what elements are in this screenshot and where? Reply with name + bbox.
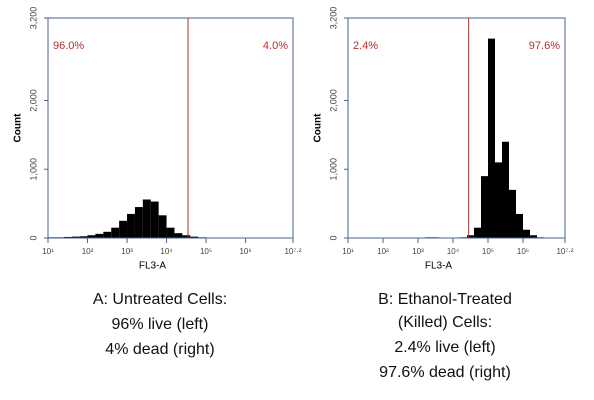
histogram-bar [119, 220, 128, 238]
x-tick-label: 10⁴ [160, 247, 173, 256]
histogram-bar [127, 213, 135, 238]
histogram-bar [530, 235, 537, 238]
plot-frame [47, 17, 294, 239]
y-tick-label: 3,200 [28, 7, 38, 30]
y-tick-label: 1,000 [328, 158, 338, 181]
x-tick-label: 10⁶ [239, 247, 251, 256]
histogram-bar [150, 201, 159, 238]
histogram-bar [190, 236, 199, 238]
histogram-bar [63, 236, 72, 238]
histogram-bar [502, 141, 509, 238]
gate-label: 96.0% [53, 40, 84, 52]
histogram-bar [111, 227, 120, 238]
y-tick-label: 2,000 [28, 89, 38, 112]
caption-line: B: Ethanol-Treated [378, 291, 512, 308]
histogram-bar [467, 235, 475, 238]
histogram-bar [87, 235, 96, 238]
y-tick-label: 0 [28, 235, 38, 240]
gate-label: 97.6% [529, 40, 560, 52]
y-tick-label: 1,000 [28, 158, 38, 181]
y-axis-label: Count [13, 113, 24, 143]
histogram-bar [95, 233, 104, 238]
histogram-bar [134, 207, 143, 238]
caption-line: 4% dead (right) [105, 341, 214, 358]
histogram-bar [158, 215, 167, 238]
caption-line: A: Untreated Cells: [93, 291, 227, 308]
histogram-bar [79, 236, 88, 238]
x-tick-label: 10² [82, 247, 94, 256]
y-axis-label: Count [313, 113, 324, 143]
x-axis-label: FL3-A [139, 261, 167, 272]
x-tick-label: 10⁷·² [556, 247, 573, 256]
y-tick-label: 3,200 [328, 7, 338, 30]
x-tick-label: 10⁴ [447, 247, 460, 256]
caption-line: 97.6% dead (right) [379, 364, 511, 381]
histogram-bar [509, 189, 516, 238]
x-tick-label: 10³ [412, 247, 424, 256]
x-tick-label: 10⁶ [517, 247, 529, 256]
histogram-bar [182, 235, 191, 238]
plot-frame [347, 17, 566, 239]
x-tick-label: 10¹ [342, 247, 354, 256]
x-tick-label: 10¹ [42, 247, 54, 256]
x-tick-label: 10⁷·² [284, 247, 301, 256]
x-tick-label: 10⁵ [482, 247, 494, 256]
histogram-bar [174, 233, 183, 238]
histogram-bar [516, 213, 523, 238]
y-tick-label: 0 [328, 235, 338, 240]
x-axis-label: FL3-A [425, 261, 453, 272]
caption-line: (Killed) Cells: [398, 314, 492, 331]
gate-label: 2.4% [353, 40, 378, 52]
caption-line: 96% live (left) [112, 316, 209, 333]
histogram-bar [142, 199, 151, 238]
histogram-bar [103, 231, 112, 238]
histogram-bar [481, 176, 488, 238]
histogram-bar [474, 227, 482, 238]
histogram-bar [488, 38, 495, 238]
x-tick-label: 10⁵ [200, 247, 212, 256]
histogram-bar [71, 236, 80, 238]
histogram-bar [494, 162, 503, 238]
x-tick-label: 10³ [121, 247, 133, 256]
histogram-bar [166, 227, 175, 238]
x-tick-label: 10² [377, 247, 389, 256]
histogram-bar [523, 229, 530, 238]
gate-label: 4.0% [263, 40, 288, 52]
caption-line: 2.4% live (left) [394, 339, 495, 356]
y-tick-label: 2,000 [328, 89, 338, 112]
